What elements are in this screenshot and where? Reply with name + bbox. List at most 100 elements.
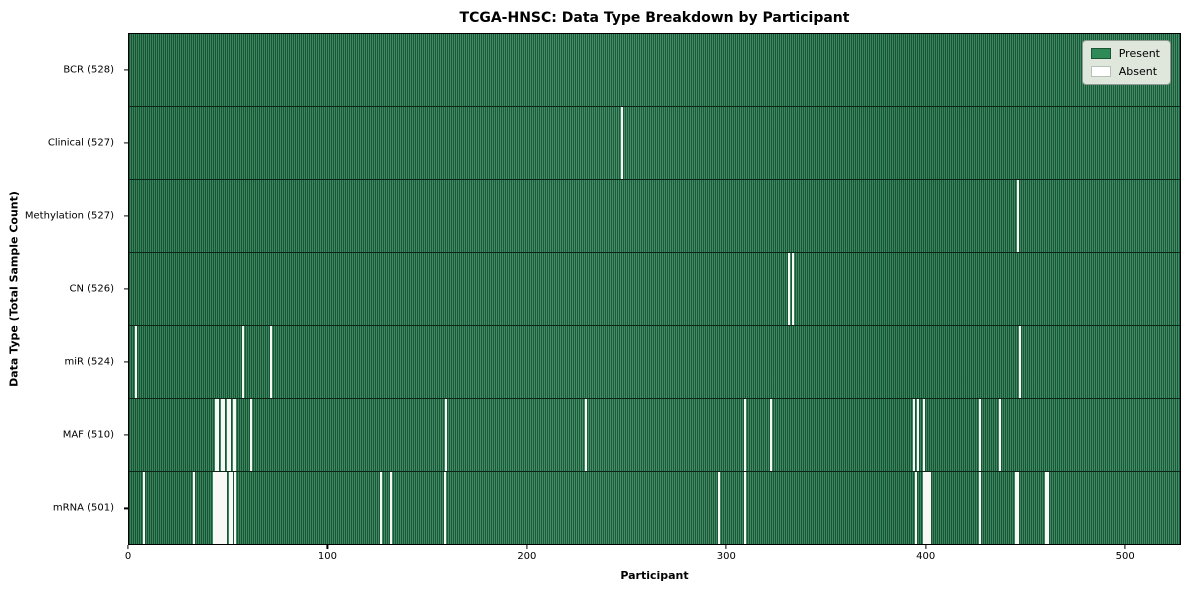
- y-tick-mark: [124, 434, 128, 436]
- absent-stripe: [929, 472, 932, 544]
- x-tick-label: 300: [716, 551, 736, 562]
- y-tick-mark: [124, 142, 128, 144]
- legend: Present Absent: [1081, 40, 1171, 85]
- absent-stripe: [917, 399, 920, 471]
- absent-stripe: [134, 326, 137, 398]
- absent-stripe: [584, 399, 587, 471]
- x-tick-mark: [526, 545, 528, 549]
- legend-label: Absent: [1118, 65, 1158, 78]
- absent-stripe: [214, 399, 217, 471]
- y-tick-mark: [124, 288, 128, 290]
- absent-stripe: [142, 472, 145, 544]
- legend-swatch-absent: [1090, 66, 1111, 77]
- absent-stripe: [915, 472, 918, 544]
- legend-label: Present: [1118, 47, 1160, 60]
- absent-stripe: [1046, 472, 1049, 544]
- absent-stripe: [923, 399, 926, 471]
- x-axis: 0 100 200 300 400 500: [124, 545, 1181, 569]
- absent-stripe: [222, 472, 225, 544]
- absent-stripe: [443, 472, 446, 544]
- absent-stripe: [218, 472, 221, 544]
- absent-stripe: [232, 399, 235, 471]
- absent-stripe: [1016, 472, 1019, 544]
- y-tick-label-MAF: MAF (510): [62, 429, 114, 441]
- presence-rows: [129, 34, 1180, 544]
- absent-stripe: [1014, 472, 1017, 544]
- x-tick-mark: [1124, 545, 1126, 549]
- absent-stripe: [744, 399, 747, 471]
- absent-stripe: [1018, 326, 1021, 398]
- absent-stripe: [379, 472, 382, 544]
- x-tick-label: 500: [1115, 551, 1135, 562]
- absent-stripe: [718, 472, 721, 544]
- absent-stripe: [787, 253, 790, 325]
- x-tick-mark: [725, 545, 727, 549]
- chart-row-mRNA: [129, 472, 1180, 544]
- absent-stripe: [923, 472, 926, 544]
- y-tick-label-mRNA: mRNA (501): [52, 502, 114, 514]
- x-tick-mark: [127, 545, 129, 549]
- chart-row-miR: [129, 326, 1180, 399]
- y-tick-label-CN: CN (526): [69, 283, 114, 295]
- absent-stripe: [222, 399, 225, 471]
- absent-stripe: [913, 399, 916, 471]
- absent-stripe: [769, 399, 772, 471]
- absent-stripe: [228, 472, 231, 544]
- absent-stripe: [234, 399, 237, 471]
- absent-stripe: [978, 472, 981, 544]
- absent-stripe: [220, 472, 223, 544]
- x-tick-label: 0: [124, 551, 132, 562]
- y-tick-mark: [124, 68, 128, 71]
- chart-row-CN: [129, 253, 1180, 326]
- absent-stripe: [445, 399, 448, 471]
- y-tick-mark: [124, 507, 128, 510]
- absent-stripe: [226, 399, 229, 471]
- absent-stripe: [250, 399, 253, 471]
- plot-area: Present Absent: [128, 33, 1181, 545]
- absent-stripe: [212, 472, 215, 544]
- chart-row-MAF: [129, 399, 1180, 472]
- y-tick-label-BCR: BCR (528): [63, 64, 114, 76]
- absent-stripe: [192, 472, 195, 544]
- absent-stripe: [234, 472, 237, 544]
- x-tick-label: 100: [317, 551, 337, 562]
- legend-item-present: Present: [1090, 47, 1160, 60]
- absent-stripe: [270, 326, 273, 398]
- chart-title: TCGA-HNSC: Data Type Breakdown by Partic…: [459, 10, 850, 26]
- absent-stripe: [620, 107, 623, 179]
- x-tick-mark: [326, 545, 329, 549]
- absent-stripe: [216, 472, 219, 544]
- absent-stripe: [214, 472, 217, 544]
- y-tick-label-Clinical: Clinical (527): [47, 137, 114, 149]
- absent-stripe: [228, 399, 231, 471]
- absent-stripe: [216, 399, 219, 471]
- absent-stripe: [230, 472, 233, 544]
- absent-stripe: [1016, 180, 1019, 252]
- legend-swatch-present: [1090, 48, 1111, 59]
- y-tick-mark: [124, 361, 128, 363]
- chart-row-Methylation: [129, 180, 1180, 253]
- absent-stripe: [978, 399, 981, 471]
- x-tick-label: 200: [517, 551, 537, 562]
- absent-stripe: [389, 472, 392, 544]
- chart-row-Clinical: [129, 107, 1180, 180]
- absent-stripe: [927, 472, 930, 544]
- chart-row-BCR: [129, 34, 1180, 107]
- x-axis-label: Participant: [620, 569, 689, 582]
- x-tick-label: 400: [916, 551, 936, 562]
- absent-stripe: [744, 472, 747, 544]
- absent-stripe: [242, 326, 245, 398]
- y-tick-labels: BCR (528) Clinical (527) Methylation (527)…: [0, 33, 121, 545]
- x-tick-mark: [925, 545, 927, 549]
- absent-stripe: [220, 399, 223, 471]
- absent-stripe: [998, 399, 1001, 471]
- absent-stripe: [1044, 472, 1047, 544]
- y-tick-label-Methylation: Methylation (527): [24, 210, 114, 222]
- y-tick-label-miR: miR (524): [64, 356, 114, 368]
- absent-stripe: [791, 253, 794, 325]
- absent-stripe: [925, 472, 928, 544]
- y-tick-mark: [124, 215, 128, 217]
- absent-stripe: [224, 472, 227, 544]
- y-tick-marks: [124, 33, 128, 545]
